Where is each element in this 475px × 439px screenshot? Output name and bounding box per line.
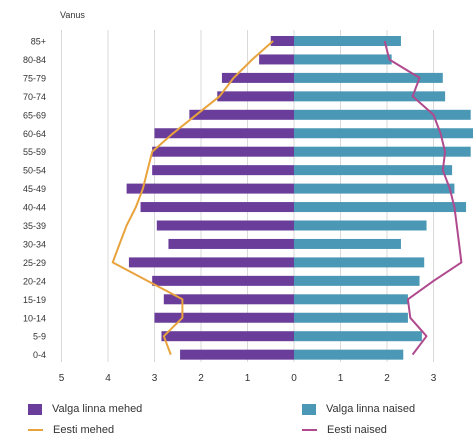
x-tick-label: 3	[152, 373, 158, 384]
bar-men	[152, 275, 294, 286]
bar-men	[152, 165, 294, 176]
y-tick-label: 25-29	[23, 258, 46, 268]
bar-women	[294, 146, 471, 157]
legend-swatch-men-bar	[28, 403, 42, 415]
legend-label-men-bar: Valga linna mehed	[52, 403, 143, 415]
bar-women	[294, 165, 453, 176]
bar-women	[294, 257, 425, 268]
bar-women	[294, 238, 401, 249]
x-tick-label: 1	[245, 373, 251, 384]
bar-men	[168, 238, 294, 249]
y-tick-labels: 85+ 80-84 75-79 70-74 65-69 60-64 55-59 50-54 45…	[23, 37, 46, 361]
y-tick-label: 60-64	[23, 129, 46, 139]
bar-women	[294, 183, 455, 194]
bar-men	[270, 36, 294, 46]
bar-women	[294, 202, 467, 213]
grid	[61, 30, 434, 362]
bar-women	[294, 349, 404, 360]
bar-men	[126, 183, 294, 194]
bar-men	[154, 128, 294, 139]
bar-men	[221, 72, 294, 83]
bar-women	[294, 36, 401, 46]
bar-men	[154, 312, 294, 323]
bars	[126, 36, 474, 360]
y-tick-label: 70-74	[23, 92, 46, 102]
x-tick-label: 2	[198, 373, 204, 384]
y-tick-label: 85+	[31, 37, 46, 47]
y-tick-label: 5-9	[33, 332, 46, 342]
x-tick-label: 2	[384, 373, 390, 384]
x-tick-label: 1	[338, 373, 344, 384]
legend-label-women-bar: Valga linna naised	[326, 403, 416, 415]
bar-men	[128, 257, 294, 268]
x-tick-label: 0	[291, 373, 297, 384]
x-tick-label: 5	[59, 373, 65, 384]
legend-swatch-men-line	[28, 429, 43, 431]
bar-men	[259, 54, 294, 65]
bar-men	[161, 331, 294, 342]
y-tick-label: 20-24	[23, 276, 46, 286]
legend-swatch-women-bar	[302, 403, 316, 415]
legend-label-men-line: Eesti mehed	[53, 424, 115, 436]
legend-women-line: Eesti naised	[302, 424, 387, 436]
x-tick-labels: 5 4 3 2 1 0 1 2 3	[59, 373, 437, 384]
y-tick-label: 10-14	[23, 313, 46, 323]
legend-men-line: Eesti mehed	[28, 424, 114, 436]
legend-label-women-line: Eesti naised	[327, 424, 387, 436]
y-tick-label: 80-84	[23, 55, 46, 65]
y-tick-label: 30-34	[23, 239, 46, 249]
bar-women	[294, 109, 471, 120]
bar-men	[180, 349, 294, 360]
legend-men-bar: Valga linna mehed	[28, 403, 142, 415]
bar-women	[294, 331, 422, 342]
bar-men	[189, 109, 294, 120]
bar-men	[163, 294, 294, 305]
y-tick-label: 0-4	[33, 350, 46, 360]
bar-men	[140, 202, 294, 213]
legend-women-bar: Valga linna naised	[302, 403, 415, 415]
lines	[111, 40, 463, 356]
bar-women	[294, 72, 443, 83]
x-tick-label: 3	[431, 373, 437, 384]
bar-women	[294, 91, 446, 102]
bar-women	[294, 275, 420, 286]
y-tick-label: 75-79	[23, 73, 46, 83]
bar-women	[294, 220, 427, 231]
bar-men	[217, 91, 294, 102]
bar-men	[152, 146, 294, 157]
bar-women	[294, 128, 474, 139]
y-tick-label: 55-59	[23, 147, 46, 157]
x-tick-label: 4	[105, 373, 111, 384]
y-tick-label: 40-44	[23, 203, 46, 213]
y-tick-label: 50-54	[23, 166, 46, 176]
bar-women	[294, 54, 392, 65]
y-tick-label: 45-49	[23, 184, 46, 194]
bar-women	[294, 312, 408, 323]
y-tick-label: 65-69	[23, 110, 46, 120]
line-eesti-mehed	[111, 40, 274, 355]
bar-men	[156, 220, 294, 231]
y-axis-label: Vanus	[60, 10, 85, 20]
bar-women	[294, 294, 408, 305]
y-tick-label: 15-19	[23, 295, 46, 305]
line-eesti-naised	[383, 40, 463, 356]
legend-swatch-women-line	[302, 429, 317, 431]
y-tick-label: 35-39	[23, 221, 46, 231]
